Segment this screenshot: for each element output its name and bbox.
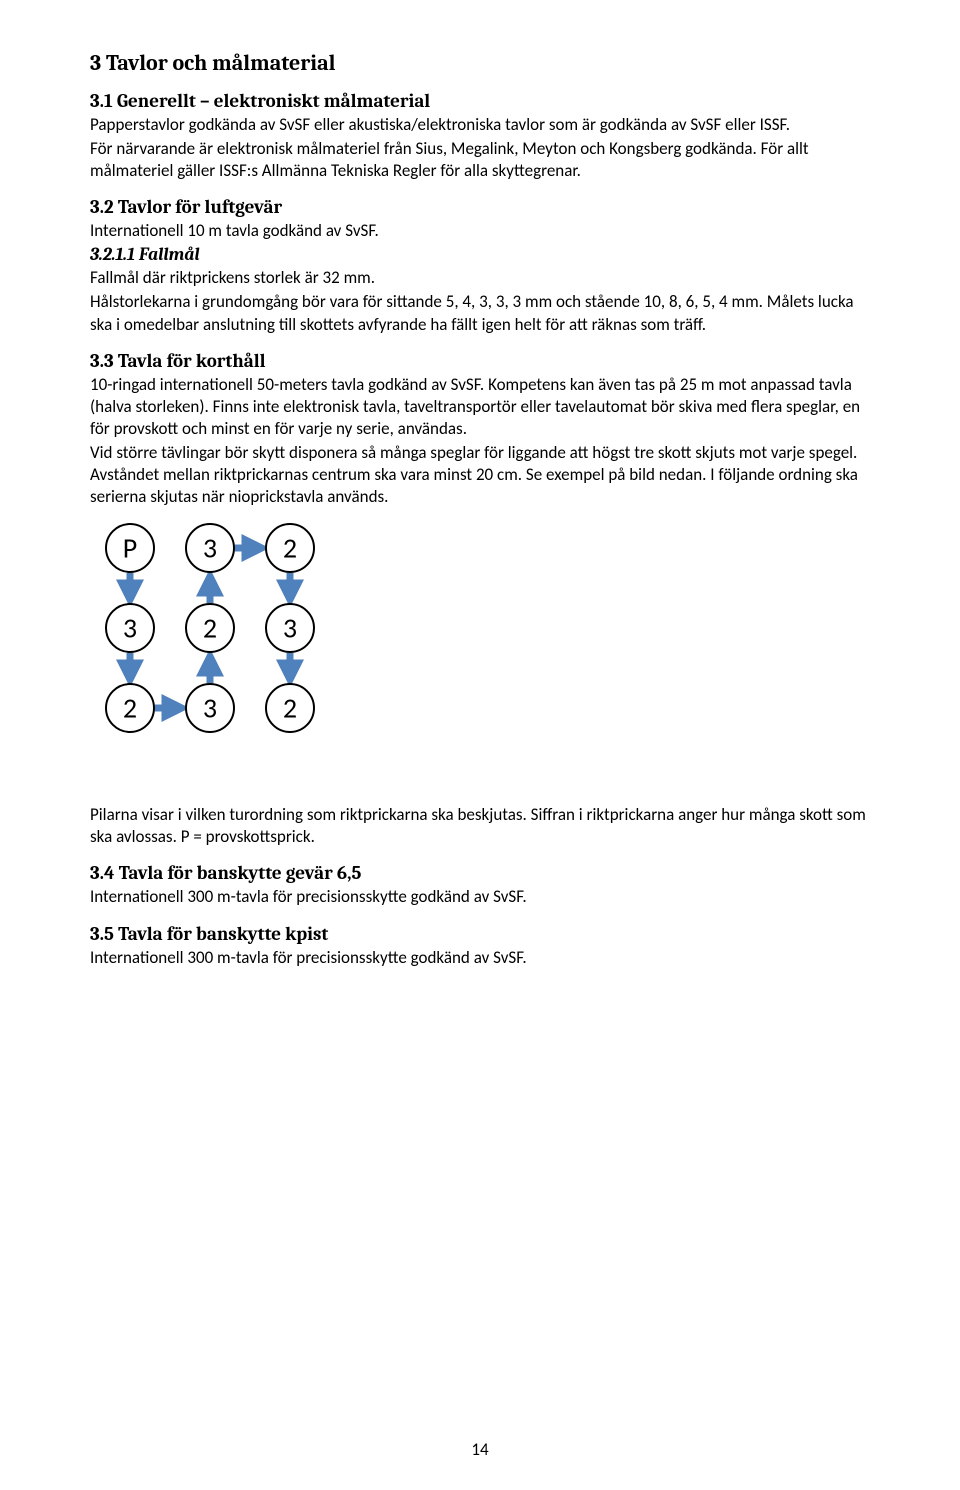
paragraph: Hålstorlekarna i grundomgång bör vara fö…: [90, 291, 870, 335]
heading-3-4: 3.4 Tavla för banskytte gevär 6,5: [90, 862, 870, 884]
page: 3 Tavlor och målmaterial 3.1 Generellt –…: [0, 0, 960, 1490]
diagram-label: 3: [203, 691, 217, 726]
paragraph: Fallmål där riktprickens storlek är 32 m…: [90, 267, 870, 289]
diagram-svg: P 3 2 3 2 3 2 3 2: [100, 518, 368, 786]
heading-3-3: 3.3 Tavla för korthåll: [90, 350, 870, 372]
paragraph: 10-ringad internationell 50-meters tavla…: [90, 374, 870, 440]
heading-3-1: 3.1 Generellt – elektroniskt målmaterial: [90, 90, 870, 112]
diagram-label: 2: [283, 691, 297, 726]
paragraph: Internationell 10 m tavla godkänd av SvS…: [90, 220, 870, 242]
heading-3-2: 3.2 Tavlor för luftgevär: [90, 196, 870, 218]
diagram-label: 3: [283, 611, 297, 646]
paragraph: Internationell 300 m-tavla för precision…: [90, 886, 870, 908]
paragraph: Pilarna visar i vilken turordning som ri…: [90, 804, 870, 848]
diagram-label: 2: [123, 691, 137, 726]
diagram-label: 3: [203, 531, 217, 566]
paragraph: För närvarande är elektronisk målmaterie…: [90, 138, 870, 182]
target-order-diagram: P 3 2 3 2 3 2 3 2: [100, 518, 870, 786]
diagram-label: 3: [123, 611, 137, 646]
diagram-label: P: [123, 531, 137, 566]
diagram-label: 2: [203, 611, 217, 646]
paragraph: Internationell 300 m-tavla för precision…: [90, 947, 870, 969]
page-number: 14: [0, 1439, 960, 1460]
paragraph: Papperstavlor godkända av SvSF eller aku…: [90, 114, 870, 136]
paragraph: Vid större tävlingar bör skytt disponera…: [90, 442, 870, 508]
diagram-label: 2: [283, 531, 297, 566]
heading-3: 3 Tavlor och målmaterial: [90, 50, 870, 76]
heading-3-2-1-1: 3.2.1.1 Fallmål: [90, 244, 870, 265]
heading-3-5: 3.5 Tavla för banskytte kpist: [90, 923, 870, 945]
